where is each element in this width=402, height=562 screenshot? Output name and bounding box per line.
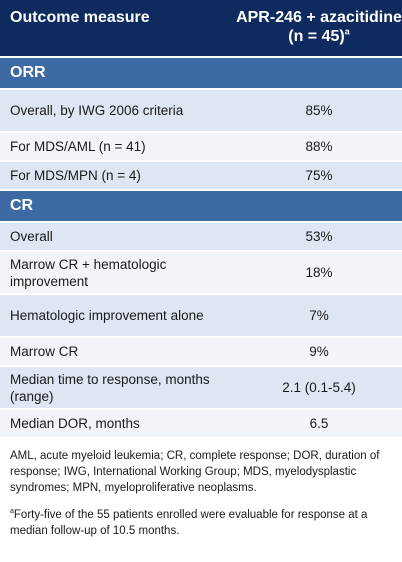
row-label: Hematologic improvement alone — [0, 293, 236, 337]
row-value: 18% — [236, 250, 402, 294]
footnote-text: Forty-five of the 55 patients enrolled w… — [10, 509, 368, 537]
abbreviations-footnote: AML, acute myeloid leukemia; CR, complet… — [10, 450, 380, 494]
row-value: 2.1 (0.1-5.4) — [236, 365, 402, 409]
row-label: Median DOR, months — [0, 408, 236, 437]
table-header-row: Outcome measure APR-246 + azacitidine (n… — [0, 0, 402, 57]
row-label: Median time to response, months (range) — [0, 365, 236, 409]
table-row: Marrow CR 9% — [0, 336, 402, 366]
header-col1-label: Outcome measure — [10, 9, 150, 26]
section-title: ORR — [0, 56, 402, 89]
row-label: Overall — [0, 221, 236, 251]
row-value: 53% — [236, 221, 402, 251]
table-footnotes: AML, acute myeloid leukemia; CR, complet… — [10, 448, 395, 539]
row-value: 7% — [236, 293, 402, 337]
section-header-cr: CR — [0, 189, 402, 222]
table-row: Hematologic improvement alone 7% — [0, 293, 402, 337]
table-row: Median time to response, months (range) … — [0, 365, 402, 409]
table-row: Overall 53% — [0, 221, 402, 251]
table-row: For MDS/AML (n = 41) 88% — [0, 131, 402, 161]
row-value: 85% — [236, 88, 402, 132]
evaluability-footnote: aForty-five of the 55 patients enrolled … — [10, 507, 395, 539]
section-title: CR — [0, 189, 402, 222]
header-footnote-marker: a — [344, 26, 350, 37]
header-col2-n: (n = 45) — [288, 28, 345, 45]
table-row: Median DOR, months 6.5 — [0, 408, 402, 437]
row-value: 9% — [236, 336, 402, 366]
row-label: For MDS/MPN (n = 4) — [0, 160, 236, 190]
header-col2-line2: (n = 45)a — [236, 26, 402, 46]
table-row: Marrow CR + hematologic improvement 18% — [0, 250, 402, 294]
section-header-orr: ORR — [0, 56, 402, 89]
row-value: 6.5 — [236, 408, 402, 437]
row-value: 88% — [236, 131, 402, 161]
row-label: For MDS/AML (n = 41) — [0, 131, 236, 161]
row-value: 75% — [236, 160, 402, 190]
header-col2-line1: APR-246 + azacitidine — [236, 9, 402, 26]
row-label: Marrow CR — [0, 336, 236, 366]
footnote-marker: a — [10, 508, 14, 516]
row-label: Overall, by IWG 2006 criteria — [0, 88, 236, 132]
header-outcome-measure: Outcome measure — [0, 0, 236, 57]
outcomes-table: Outcome measure APR-246 + azacitidine (n… — [0, 0, 402, 437]
header-treatment-group: APR-246 + azacitidine (n = 45)a — [236, 0, 402, 57]
table-row: For MDS/MPN (n = 4) 75% — [0, 160, 402, 190]
table-row: Overall, by IWG 2006 criteria 85% — [0, 88, 402, 132]
row-label: Marrow CR + hematologic improvement — [0, 250, 236, 294]
